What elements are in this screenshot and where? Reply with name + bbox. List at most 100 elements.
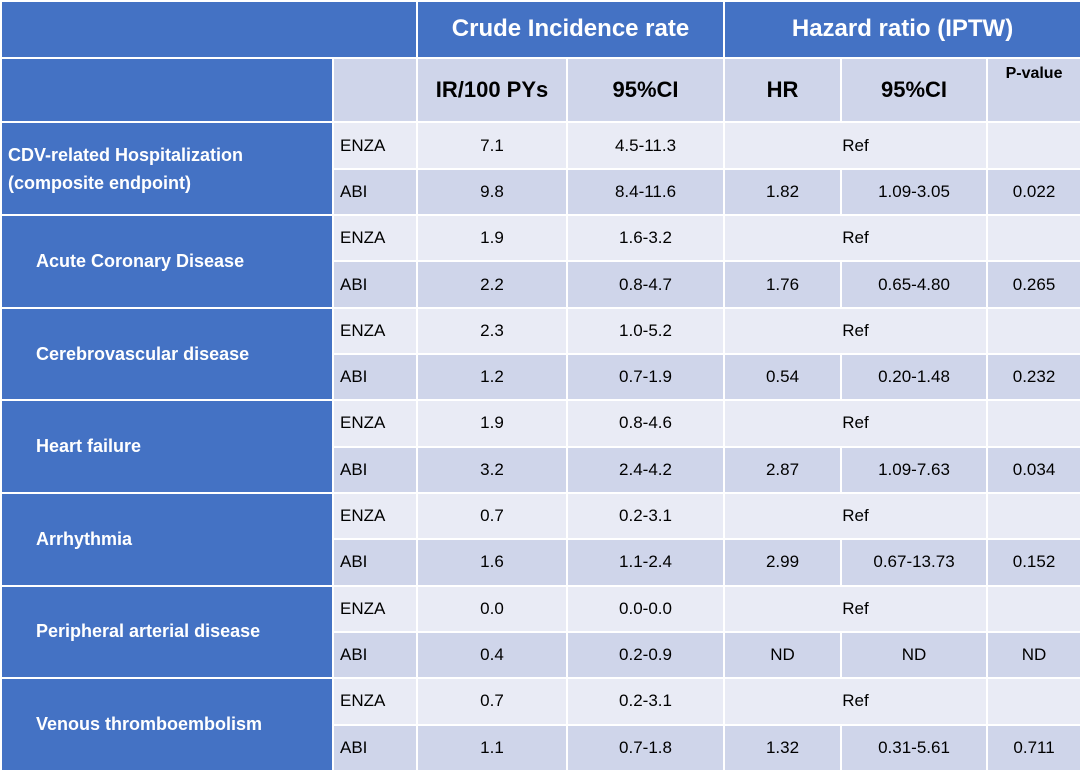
table-row: Acute Coronary Disease ENZA 1.9 1.6-3.2 Ref [0, 214, 1080, 309]
value-cell: 0.152 [986, 538, 1080, 587]
empty-cell [986, 306, 1080, 356]
table-row: ABI 1.1 0.7-1.8 1.32 0.31-5.61 0.711 [1, 723, 1080, 772]
value-cell: 0.0-0.0 [565, 584, 726, 633]
value-cell: 0.8-4.6 [565, 399, 726, 448]
value-cell: 0.7-1.9 [565, 353, 726, 402]
reference-cell: Ref [723, 399, 989, 448]
column-header: 95%CI [565, 56, 726, 124]
value-cell: 2.4-4.2 [565, 445, 726, 494]
table-row: ABI 3.2 2.4-4.2 2.87 1.09-7.63 0.034 [1, 445, 1080, 494]
table-row: ABI 9.8 8.4-11.6 1.82 1.09-3.05 0.022 [1, 167, 1080, 217]
table-row: CDV-related Hospitalization (composite e… [0, 121, 1080, 217]
value-cell: 0.7 [416, 677, 568, 726]
table-row: Crude Incidence rate Hazard ratio (IPTW) [0, 0, 1080, 59]
value-cell: 0.20-1.48 [840, 353, 989, 402]
value-cell: 0.7-1.8 [565, 723, 726, 772]
value-cell: 0.232 [986, 353, 1080, 402]
value-cell: 2.99 [723, 538, 843, 587]
value-cell: 0.31-5.61 [840, 723, 989, 772]
value-cell: 0.711 [986, 723, 1080, 772]
reference-cell: Ref [723, 214, 989, 263]
blank-header [0, 0, 418, 59]
blank-header [0, 56, 334, 124]
value-cell: 2.3 [416, 306, 568, 356]
value-cell: 0.022 [986, 167, 1080, 217]
arm-label: ABI [332, 723, 418, 772]
value-cell: ND [723, 630, 843, 680]
table-row: ABI 2.2 0.8-4.7 1.76 0.65-4.80 0.265 [1, 260, 1080, 309]
value-cell: 2.87 [723, 445, 843, 494]
group-header: Hazard ratio (IPTW) [723, 0, 1080, 59]
column-header: 95%CI [840, 56, 989, 124]
arm-label: ABI [332, 538, 418, 587]
value-cell: 1.09-7.63 [840, 445, 989, 494]
reference-cell: Ref [723, 306, 989, 356]
reference-cell: Ref [723, 584, 989, 633]
arm-label: ABI [332, 445, 418, 494]
table-row: IR/100 PYs 95%CI HR 95%CI P-value [0, 56, 1080, 124]
arm-label: ENZA [332, 306, 418, 356]
outcome-label: Heart failure [0, 399, 334, 494]
value-cell: 1.09-3.05 [840, 167, 989, 217]
arm-label: ABI [332, 260, 418, 309]
value-cell: 0.54 [723, 353, 843, 402]
column-header: HR [723, 56, 843, 124]
table-row: Cerebrovascular disease ENZA 2.3 1.0-5.2 Ref [0, 306, 1080, 402]
column-header: P-value [986, 56, 1080, 124]
outcome-label: Venous thromboembolism [0, 677, 334, 772]
arm-label: ENZA [332, 399, 418, 448]
reference-cell: Ref [723, 121, 989, 170]
value-cell: 1.6 [416, 538, 568, 587]
value-cell: 0.2-3.1 [565, 677, 726, 726]
blank-header [332, 56, 418, 124]
value-cell: 1.2 [416, 353, 568, 402]
value-cell: 0.4 [416, 630, 568, 680]
empty-cell [986, 491, 1080, 541]
outcome-label: Arrhythmia [0, 491, 334, 587]
outcome-label: Cerebrovascular disease [0, 306, 334, 402]
value-cell: 7.1 [416, 121, 568, 170]
arm-label: ENZA [332, 677, 418, 726]
value-cell: 0.7 [416, 491, 568, 541]
value-cell: 1.6-3.2 [565, 214, 726, 263]
arm-label: ABI [332, 630, 418, 680]
outcome-label: CDV-related Hospitalization (composite e… [0, 121, 334, 217]
value-cell: 1.9 [416, 214, 568, 263]
table-row: Arrhythmia ENZA 0.7 0.2-3.1 Ref [0, 491, 1080, 587]
table-row: ABI 0.4 0.2-0.9 ND ND ND [1, 630, 1080, 680]
value-cell: 2.2 [416, 260, 568, 309]
arm-label: ENZA [332, 491, 418, 541]
value-cell: 1.1 [416, 723, 568, 772]
empty-cell [986, 121, 1080, 170]
value-cell: 0.67-13.73 [840, 538, 989, 587]
reference-cell: Ref [723, 491, 989, 541]
value-cell: 1.1-2.4 [565, 538, 726, 587]
value-cell: 0.265 [986, 260, 1080, 309]
arm-label: ENZA [332, 214, 418, 263]
value-cell: 0.65-4.80 [840, 260, 989, 309]
empty-cell [986, 584, 1080, 633]
table-row: ABI 1.2 0.7-1.9 0.54 0.20-1.48 0.232 [1, 353, 1080, 402]
value-cell: 0.8-4.7 [565, 260, 726, 309]
value-cell: 0.2-0.9 [565, 630, 726, 680]
value-cell: 0.034 [986, 445, 1080, 494]
value-cell: 1.9 [416, 399, 568, 448]
value-cell: 1.82 [723, 167, 843, 217]
value-cell: 1.0-5.2 [565, 306, 726, 356]
value-cell: 1.32 [723, 723, 843, 772]
table-row: Peripheral arterial disease ENZA 0.0 0.0-0.… [0, 584, 1080, 680]
value-cell: 8.4-11.6 [565, 167, 726, 217]
value-cell: ND [986, 630, 1080, 680]
value-cell: ND [840, 630, 989, 680]
empty-cell [986, 677, 1080, 726]
table-row: ABI 1.6 1.1-2.4 2.99 0.67-13.73 0.152 [1, 538, 1080, 587]
outcome-label: Peripheral arterial disease [0, 584, 334, 680]
empty-cell [986, 214, 1080, 263]
arm-label: ABI [332, 167, 418, 217]
group-header: Crude Incidence rate [415, 0, 726, 59]
value-cell: 0.2-3.1 [565, 491, 726, 541]
value-cell: 9.8 [416, 167, 568, 217]
column-header: IR/100 PYs [416, 56, 568, 124]
